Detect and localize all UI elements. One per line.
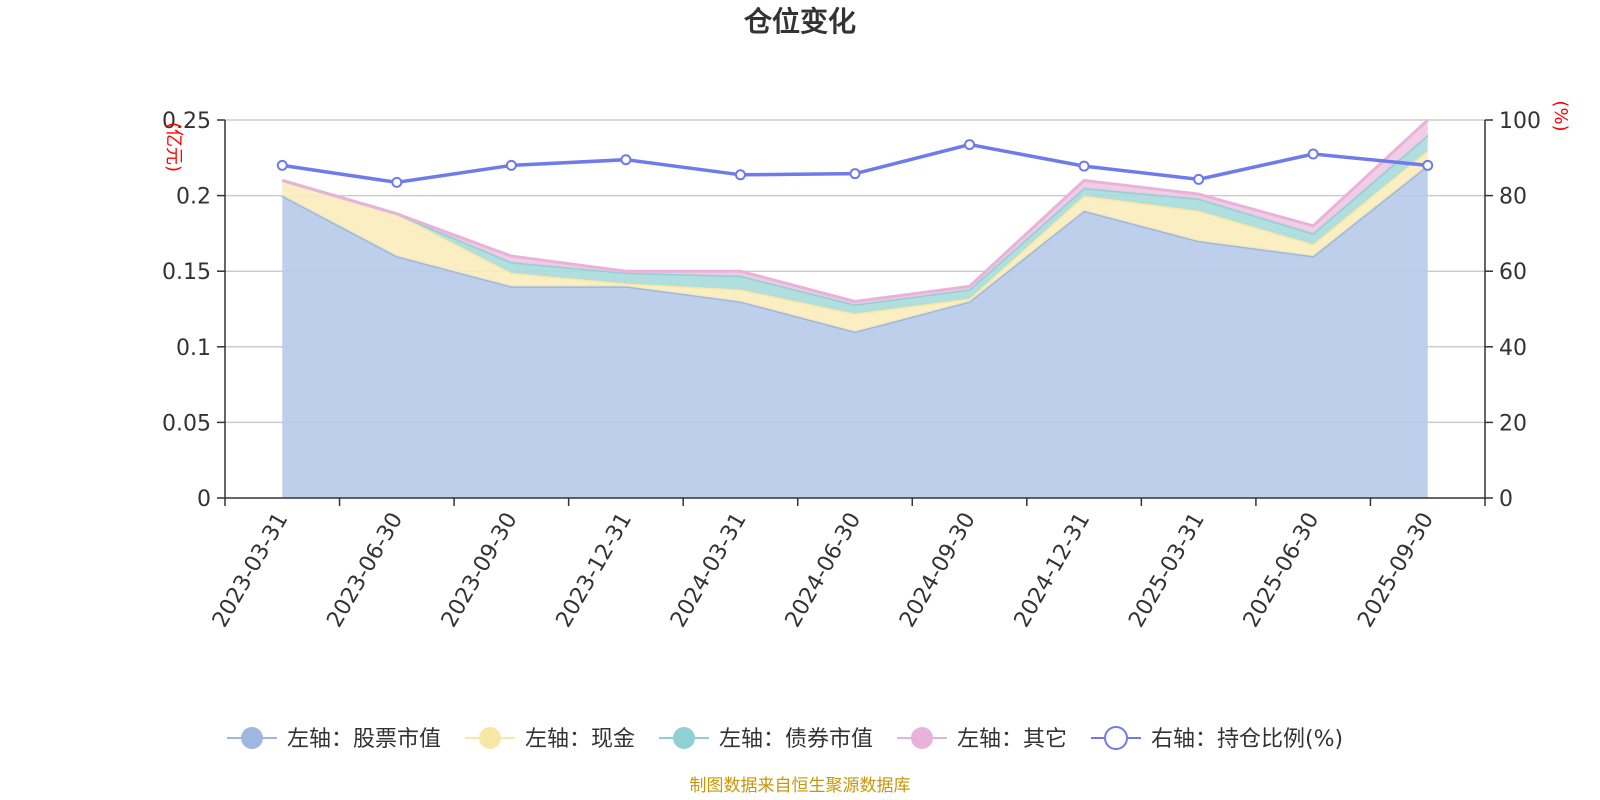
ratio-point (620, 154, 632, 166)
legend-label: 左轴：股票市值 (287, 727, 441, 752)
right-tick-label: 80 (1499, 185, 1527, 210)
area-series-2 (282, 150, 1428, 332)
x-tick-label: 2025-06-30 (1239, 509, 1325, 632)
right-tick-label: 0 (1499, 487, 1513, 512)
left-tick-label: 0.15 (162, 260, 211, 285)
ratio-point (1422, 159, 1434, 171)
x-tick-label: 2023-09-30 (437, 509, 523, 632)
right-tick-label: 60 (1499, 260, 1527, 285)
left-tick-label: 0.2 (176, 185, 211, 210)
left-axis-unit: (亿元) (163, 122, 184, 172)
legend-label: 左轴：债券市值 (719, 727, 873, 752)
right-axis-unit: (%) (1550, 100, 1571, 131)
legend: 左轴：股票市值 左轴：现金 左轴：债券市值 左轴：其它 右轴：持仓比例(%) (227, 726, 1343, 752)
legend-marker (241, 727, 263, 749)
x-tick-label: 2025-09-30 (1353, 509, 1439, 632)
x-tick-label: 2024-03-31 (666, 509, 752, 632)
ratio-point (964, 139, 976, 151)
left-tick-label: 0.05 (162, 411, 211, 436)
right-tick-label: 100 (1499, 109, 1541, 134)
legend-label: 左轴：其它 (957, 727, 1067, 752)
left-tick-label: 0.25 (162, 109, 211, 134)
x-tick-label: 2024-12-31 (1010, 509, 1096, 632)
legend-marker (673, 727, 695, 749)
x-tick-label: 2024-09-30 (895, 508, 981, 631)
x-tick-label: 2025-03-31 (1124, 509, 1210, 632)
right-tick-label: 20 (1499, 411, 1527, 436)
ratio-point (391, 176, 403, 188)
right-tick-label: 40 (1499, 336, 1527, 361)
chart-title: 仓位变化 (744, 5, 856, 38)
x-tick-label: 2023-12-31 (552, 509, 638, 632)
data-source-note: 制图数据来自恒生聚源数据库 (690, 776, 911, 796)
ratio-point (1078, 160, 1090, 172)
ratio-point (1193, 173, 1205, 185)
legend-item[interactable]: 左轴：债券市值 (659, 727, 873, 752)
legend-marker (479, 727, 501, 749)
holding-ratio-line (276, 139, 1434, 188)
ratio-point (505, 159, 517, 171)
legend-label: 左轴：现金 (525, 727, 635, 752)
legend-marker (911, 727, 933, 749)
left-tick-label: 0.1 (176, 336, 211, 361)
ratio-point (849, 168, 861, 180)
legend-item[interactable]: 左轴：现金 (465, 727, 635, 752)
legend-marker (1104, 726, 1128, 750)
left-tick-label: 0 (197, 487, 211, 512)
ratio-point (276, 159, 288, 171)
legend-item[interactable]: 左轴：股票市值 (227, 727, 441, 752)
legend-item[interactable]: 左轴：其它 (897, 727, 1067, 752)
stacked-areas (281, 118, 1429, 499)
ratio-point (734, 169, 746, 181)
legend-item[interactable]: 右轴：持仓比例(%) (1091, 726, 1343, 752)
ratio-point (1307, 148, 1319, 160)
x-tick-label: 2023-03-31 (208, 509, 294, 632)
area-series-3 (282, 135, 1428, 314)
area-series-line-4 (281, 118, 1429, 303)
x-tick-label: 2024-06-30 (781, 509, 867, 632)
legend-label: 右轴：持仓比例(%) (1151, 727, 1343, 752)
x-tick-label: 2023-06-30 (322, 509, 408, 632)
